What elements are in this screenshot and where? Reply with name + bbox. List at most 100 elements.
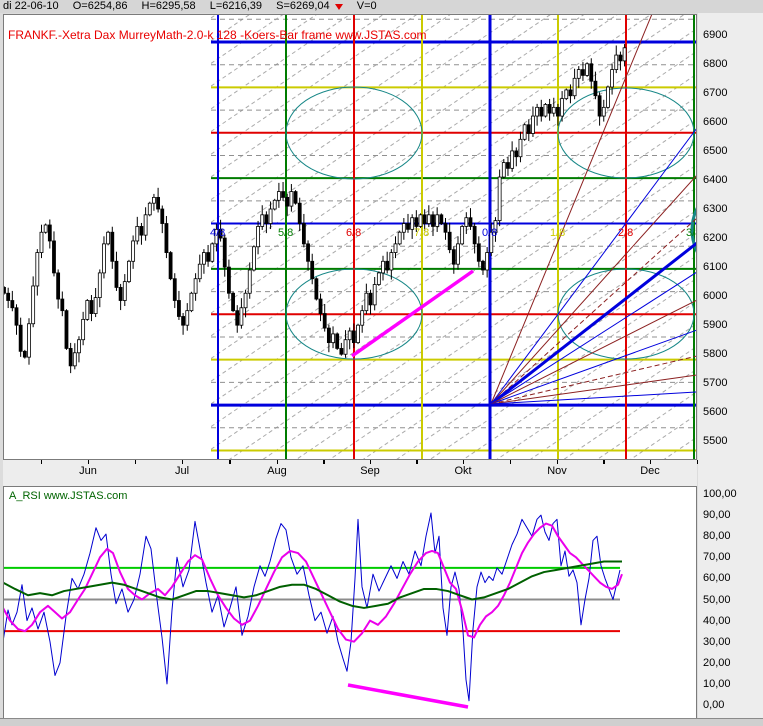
- candle-body: [547, 104, 552, 114]
- rsi-series-rsi-signal: [4, 522, 623, 643]
- rsi-axis-label: 50,00: [703, 593, 731, 606]
- candle-body: [339, 348, 344, 355]
- candle-body: [247, 269, 252, 294]
- candle-body: [368, 292, 373, 306]
- rsi-series-rsi-fast: [4, 512, 621, 702]
- candle-body: [618, 54, 623, 62]
- diagonal-gridline: [211, 15, 685, 337]
- mid-month-tick: [229, 460, 230, 464]
- candle-body: [297, 202, 302, 224]
- month-tick: [370, 460, 371, 464]
- candle-body: [152, 196, 156, 204]
- rsi-axis-label: 20,00: [703, 656, 731, 669]
- candle-body: [556, 106, 560, 117]
- candle-body: [156, 196, 161, 210]
- rsi-axis-label: 100,00: [703, 488, 737, 500]
- murrey-fraction-label: 5/8: [278, 227, 293, 239]
- candle-body: [118, 287, 123, 301]
- diagonal-gridline: [211, 51, 696, 382]
- candle-body: [410, 217, 415, 230]
- candle-body: [564, 89, 569, 100]
- axis-gutter: [698, 13, 763, 718]
- month-label-dec: Dec: [640, 465, 660, 477]
- quote-volume: V=0: [356, 0, 377, 12]
- candle-body: [97, 272, 102, 298]
- murrey-fraction-label: 0/8: [482, 227, 497, 239]
- candle-body: [89, 300, 94, 314]
- price-axis-label: 6800: [703, 57, 728, 70]
- candle-body: [535, 106, 540, 117]
- rsi-label: A_RSI www.JSTAS.com: [9, 490, 128, 502]
- price-axis-label: 5600: [703, 406, 728, 419]
- candle-body: [414, 217, 419, 227]
- candle-body: [127, 260, 131, 283]
- gann-fan-ray: [490, 15, 653, 405]
- main-price-chart-panel[interactable]: 4/8 5/8 6/8 7/8 0/8 1/8 2/8 3/8: [3, 14, 697, 460]
- murrey-ellipse: [285, 86, 423, 180]
- diagonal-gridline: [663, 437, 696, 459]
- mid-month-tick: [41, 460, 42, 464]
- mid-month-tick: [417, 460, 418, 464]
- month-tick: [88, 460, 89, 464]
- quote-high: H=6295,58: [141, 0, 196, 12]
- candle-body: [285, 196, 290, 207]
- candle-body: [393, 243, 398, 253]
- candle-body: [106, 231, 111, 245]
- candle-body: [597, 95, 602, 117]
- gann-fan-ray: [490, 241, 696, 406]
- murrey-ellipse: [557, 87, 695, 179]
- mid-month-tick: [230, 460, 231, 464]
- month-label-okt: Okt: [454, 465, 472, 477]
- candle-body: [468, 217, 473, 227]
- candle-body: [185, 310, 190, 326]
- time-axis: [3, 460, 697, 486]
- candle-body: [306, 243, 310, 262]
- candle-body: [576, 69, 581, 79]
- murrey-fraction-label: 7/8: [414, 227, 429, 239]
- month-tick: [277, 460, 278, 464]
- candle-body: [177, 300, 181, 317]
- price-axis-label: 5500: [703, 435, 728, 448]
- candle-body: [197, 263, 202, 280]
- candle-body: [343, 339, 348, 355]
- main-chart-canvas[interactable]: 4/8 5/8 6/8 7/8 0/8 1/8 2/8 3/8: [4, 15, 696, 459]
- candle-body: [85, 300, 90, 320]
- quote-low: L=6216,39: [209, 0, 263, 12]
- candle-body: [35, 252, 40, 287]
- candle-body: [193, 278, 198, 294]
- candle-body: [160, 208, 165, 224]
- candle-body: [4, 287, 6, 294]
- candle-body: [281, 191, 285, 198]
- candle-body: [264, 214, 269, 224]
- diagonal-gridline: [630, 414, 696, 459]
- candle-body: [347, 330, 352, 341]
- gann-fan-ray: [490, 299, 696, 405]
- candle-body: [406, 223, 410, 230]
- rsi-chart-canvas[interactable]: [4, 487, 696, 718]
- murrey-fraction-label: 1/8: [550, 227, 565, 239]
- month-label-nov: Nov: [547, 465, 567, 477]
- candle-body: [331, 333, 335, 344]
- candle-body: [551, 106, 556, 114]
- candle-body: [360, 310, 365, 326]
- price-axis-label: 6900: [703, 28, 728, 41]
- candle-body: [272, 199, 277, 210]
- candle-body: [256, 226, 260, 248]
- rsi-indicator-panel[interactable]: [3, 486, 697, 719]
- mid-month-tick: [323, 460, 324, 464]
- candle-body: [239, 307, 244, 326]
- mid-month-tick: [604, 460, 605, 464]
- candle-body: [372, 284, 377, 306]
- candle-body: [222, 237, 227, 268]
- window-bottom-edge: [0, 718, 763, 726]
- mid-month-tick: [416, 460, 417, 464]
- price-axis-label: 6600: [703, 115, 728, 128]
- candle-body: [526, 124, 531, 134]
- price-axis-label: 6300: [703, 203, 728, 215]
- candle-body: [601, 106, 606, 117]
- price-axis-label: 5800: [703, 348, 728, 361]
- candle-body: [531, 115, 535, 134]
- rsi-axis-label: 10,00: [703, 677, 731, 690]
- candle-body: [506, 162, 510, 169]
- month-tick: [557, 460, 558, 464]
